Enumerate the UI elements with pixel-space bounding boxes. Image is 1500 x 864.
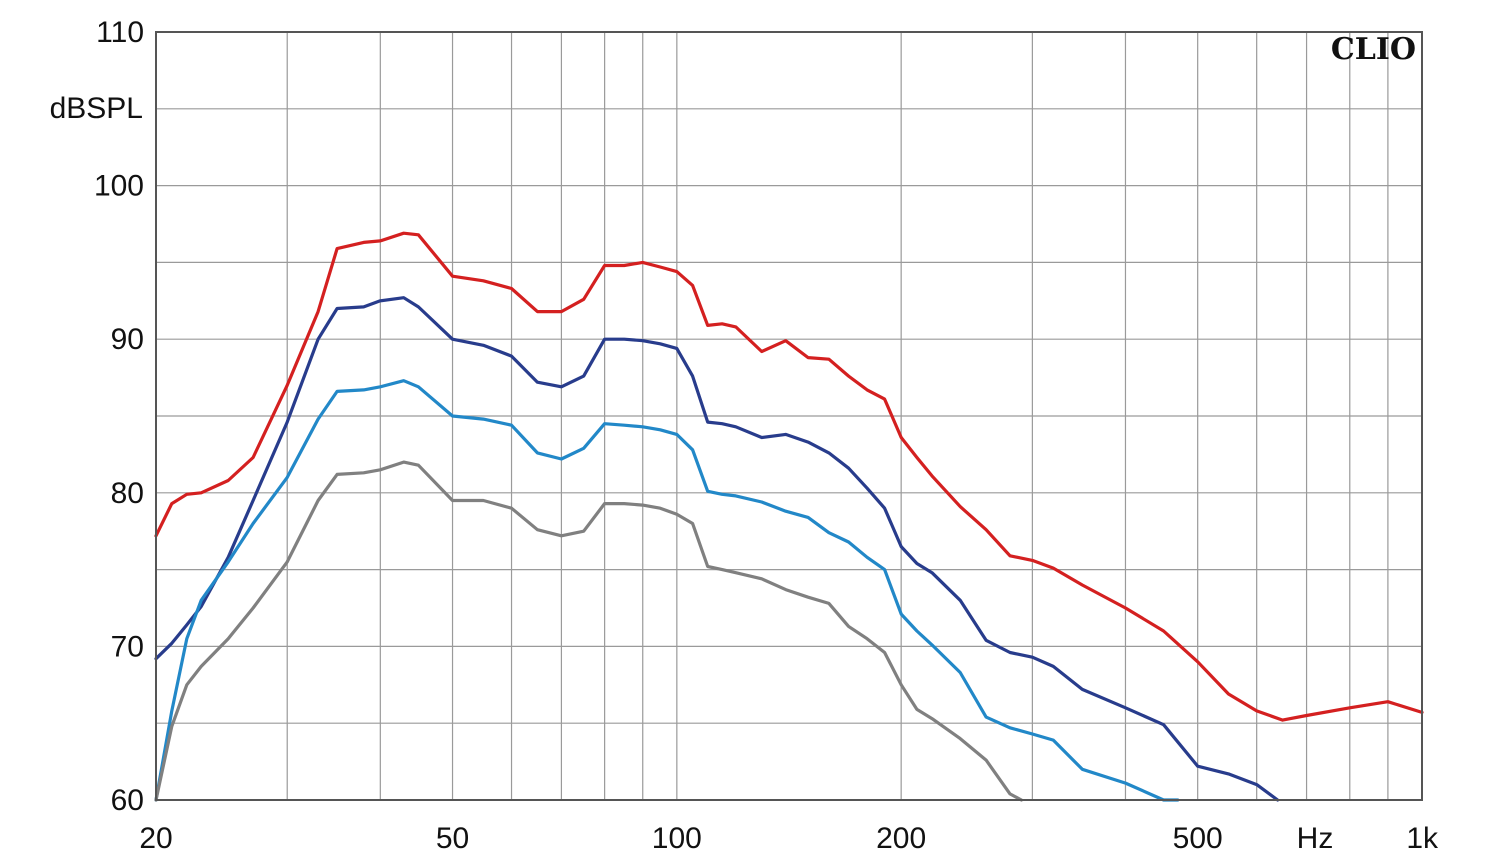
grid-lines — [156, 32, 1422, 800]
y-tick-label: 90 — [111, 323, 144, 356]
x-tick-label: 200 — [876, 822, 926, 855]
x-tick-label: 100 — [652, 822, 702, 855]
y-tick-label: 110 — [96, 16, 144, 49]
y-tick-label: 70 — [111, 630, 144, 663]
y-tick-label: 60 — [111, 784, 144, 817]
y-tick-label: 80 — [111, 477, 144, 510]
y-axis-unit-label: dBSPL — [50, 92, 143, 125]
y-tick-labels: 60 70 80 90 100 110 — [94, 16, 144, 817]
x-tick-label: 50 — [436, 822, 469, 855]
x-tick-label: 20 — [139, 822, 172, 855]
clio-brand-logo: CLIO — [1331, 32, 1416, 67]
response-curve-3 — [154, 379, 1180, 802]
response-curve-4 — [154, 460, 1024, 802]
x-axis-unit-label: Hz — [1297, 822, 1334, 855]
response-curve-2 — [154, 296, 1280, 802]
x-tick-label: 500 — [1173, 822, 1223, 855]
y-tick-label: 100 — [94, 170, 144, 203]
x-tick-label: 1k — [1406, 822, 1439, 855]
series-group — [154, 231, 1424, 802]
x-tick-labels: 20 50 100 200 500 1k — [139, 822, 1439, 855]
response-curve-1 — [154, 231, 1424, 722]
plot-frame — [155, 31, 1423, 801]
